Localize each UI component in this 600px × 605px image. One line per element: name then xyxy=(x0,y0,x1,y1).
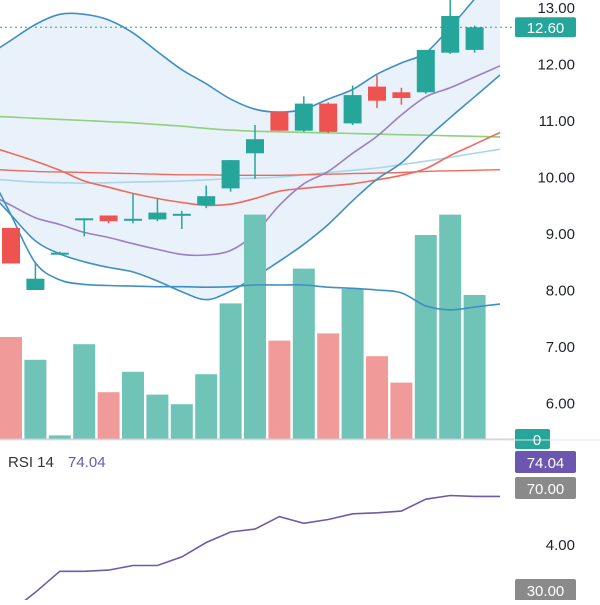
bollinger-upper-band xyxy=(0,0,475,113)
volume-bar xyxy=(317,333,340,439)
volume-bar xyxy=(146,394,169,439)
volume-bar xyxy=(24,359,47,439)
candlesticks xyxy=(2,0,484,290)
candle xyxy=(148,198,167,222)
volume-bar xyxy=(170,404,193,439)
rsi-label: RSI 14 xyxy=(8,454,54,471)
rsi-line xyxy=(17,494,500,605)
candle xyxy=(172,210,191,229)
volume-bar xyxy=(268,340,291,439)
moving-average-green xyxy=(0,115,501,138)
rsi-oversold-badge: 30.00 xyxy=(515,579,576,601)
volume-bar xyxy=(390,382,413,439)
candle xyxy=(2,227,20,264)
price-tick-label: 11.00 xyxy=(539,113,575,130)
moving-average-red xyxy=(0,131,501,207)
candle-body xyxy=(50,252,69,255)
volume-bar xyxy=(463,295,486,439)
candle xyxy=(75,218,94,237)
rsi-oversold-value: 30.00 xyxy=(527,583,565,600)
volume-bar xyxy=(341,289,364,439)
moving-average-light-blue xyxy=(0,148,501,185)
candle xyxy=(99,215,118,224)
candle-body xyxy=(465,27,484,50)
candle xyxy=(124,194,142,224)
candle xyxy=(197,185,216,209)
rsi-axis: 4.00 xyxy=(546,537,575,554)
rsi-value-badge: 74.04 xyxy=(515,451,576,473)
candle xyxy=(246,125,264,179)
price-tick-label: 9.00 xyxy=(546,226,575,243)
volume-bar xyxy=(366,356,388,439)
rsi-tick-label: 4.00 xyxy=(546,537,575,554)
volume-bar xyxy=(195,374,218,439)
rsi-overbought-badge: 70.00 xyxy=(515,477,576,499)
volume-bar xyxy=(414,235,437,439)
volume-bar xyxy=(219,303,242,439)
candle-body xyxy=(368,86,386,101)
volume-badge: 0 xyxy=(515,429,550,449)
bollinger-lower-band xyxy=(0,74,501,301)
current-price-value: 12.60 xyxy=(527,20,565,37)
price-tick-label: 10.00 xyxy=(537,170,575,187)
candle-body xyxy=(197,196,216,206)
candle-body xyxy=(99,215,118,222)
candle xyxy=(465,25,484,53)
rsi-header-value: 74.04 xyxy=(68,454,106,471)
candle-body xyxy=(124,218,142,221)
bollinger-mid-band xyxy=(0,191,501,311)
candle-body xyxy=(270,112,289,131)
volume-bar xyxy=(0,337,22,439)
rsi-value-badge-text: 74.04 xyxy=(527,455,565,472)
price-tick-label: 7.00 xyxy=(546,339,575,356)
candle-body xyxy=(148,212,167,220)
volume-bar xyxy=(292,268,315,439)
volume-bar xyxy=(97,392,120,439)
candle-body xyxy=(2,227,20,264)
candle xyxy=(294,96,313,132)
candle xyxy=(441,0,460,54)
price-tick-label: 8.00 xyxy=(546,283,575,300)
candle xyxy=(50,251,69,255)
candle-body xyxy=(319,103,338,132)
candle-body xyxy=(441,16,460,53)
volume-bar xyxy=(122,371,144,439)
volume-bar xyxy=(244,214,266,439)
volume-bar xyxy=(73,344,96,439)
candle xyxy=(221,160,240,192)
candle-body xyxy=(26,278,45,290)
candle-body xyxy=(172,213,191,216)
price-tick-label: 13.00 xyxy=(537,0,575,17)
candle xyxy=(416,49,435,94)
current-price-badge: 12.60 xyxy=(515,17,576,38)
candle-body xyxy=(221,160,240,189)
indicator-lines xyxy=(0,0,501,301)
price-tick-label: 6.00 xyxy=(546,396,575,413)
candle-body xyxy=(392,92,411,98)
candle xyxy=(26,262,45,290)
rsi-overbought-value: 70.00 xyxy=(527,481,565,498)
candle xyxy=(392,87,411,105)
candle xyxy=(343,85,362,125)
candle-body xyxy=(343,95,362,124)
volume-bars xyxy=(0,214,486,439)
volume-bar xyxy=(48,435,71,439)
candle xyxy=(368,75,386,109)
moving-average-purple xyxy=(0,65,501,257)
candle xyxy=(319,102,338,133)
candle-body xyxy=(416,49,435,93)
candle xyxy=(270,111,289,131)
candle-body xyxy=(246,139,264,154)
price-tick-label: 12.00 xyxy=(537,57,575,74)
volume-bar xyxy=(439,214,462,439)
price-axis: 6.00 7.00 8.00 9.00 10.00 11.00 12.00 13.00 xyxy=(537,0,575,413)
candle-body xyxy=(294,103,313,131)
candle-body xyxy=(75,218,94,221)
bollinger-mid-line-group xyxy=(0,191,501,311)
